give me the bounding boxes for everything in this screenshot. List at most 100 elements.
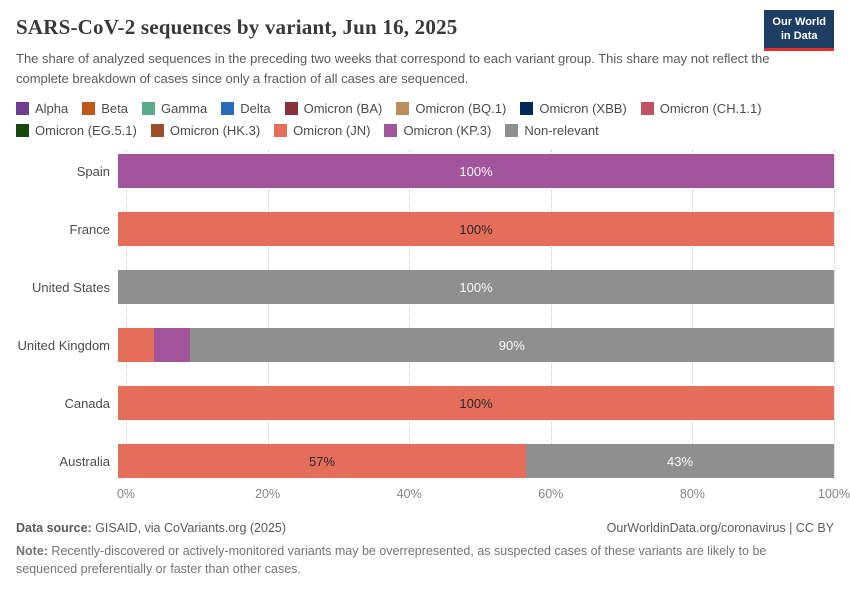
plot: Spain 100% France 100% United States 100% Unit… — [16, 150, 835, 478]
legend-item-omicron-kp-3[interactable]: Omicron (KP.3) — [384, 123, 491, 138]
legend-label: Omicron (XBB) — [539, 101, 627, 116]
legend-swatch-icon — [142, 102, 155, 115]
bar-value-label: 100% — [459, 221, 493, 237]
gridline — [834, 150, 835, 478]
legend-item-omicron-ch-1-1[interactable]: Omicron (CH.1.1) — [640, 101, 762, 116]
chart-note: Note: Recently-discovered or actively-mo… — [16, 542, 796, 578]
bar-segment-non-relevant[interactable]: 43% — [526, 444, 834, 478]
data-source-text: GISAID, via CoVariants.org (2025) — [91, 521, 287, 535]
gridline — [550, 150, 552, 478]
bar-segment-omicron-jn[interactable]: 100% — [118, 386, 834, 420]
legend-item-alpha[interactable]: Alpha — [16, 101, 68, 116]
legend-swatch-icon — [640, 102, 654, 115]
legend-item-gamma[interactable]: Gamma — [142, 101, 207, 116]
legend-label: Omicron (BQ.1) — [415, 101, 507, 116]
owid-logo[interactable]: Our World in Data — [764, 10, 834, 51]
bar-segment-omicron-jn[interactable]: 100% — [118, 212, 834, 246]
legend-item-delta[interactable]: Delta — [221, 101, 271, 116]
logo-line-2: in Data — [780, 30, 818, 43]
gridlines — [126, 150, 835, 478]
bar-value-label: 100% — [459, 279, 493, 295]
country-label: United Kingdom — [17, 337, 111, 353]
legend-label: Beta — [101, 101, 128, 116]
license-link[interactable]: OurWorldinData.org/coronavirus | CC BY — [606, 521, 834, 535]
legend-label: Gamma — [161, 101, 208, 116]
page-title: SARS-CoV-2 sequences by variant, Jun 16,… — [16, 15, 458, 39]
bar-row-united-kingdom: United Kingdom 90% — [16, 328, 834, 362]
bar-rows: Spain 100% France 100% United States 100% Unit… — [16, 154, 834, 478]
legend-label: Alpha — [35, 101, 69, 116]
legend-item-omicron-ba[interactable]: Omicron (BA) — [284, 101, 383, 116]
x-tick-label: 100% — [818, 487, 850, 501]
bar-row-united-states: United States 100% — [16, 270, 834, 304]
x-tick-label: 20% — [255, 487, 281, 501]
country-label: Spain — [76, 163, 110, 179]
header: SARS-CoV-2 sequences by variant, Jun 16,… — [16, 0, 834, 88]
chart-subtitle: The share of analyzed sequences in the p… — [16, 51, 770, 86]
legend: Alpha Beta Gamma Delta Omicron (BA) Omicron (… — [16, 101, 834, 138]
x-tick-label: 60% — [538, 487, 564, 501]
legend-label: Omicron (JN) — [293, 123, 371, 138]
legend-item-non-relevant[interactable]: Non-relevant — [505, 123, 599, 138]
bar-segment-omicron-jn[interactable] — [118, 328, 154, 362]
country-label: Australia — [59, 453, 110, 469]
bar-track: 100% — [118, 154, 834, 188]
gridline — [692, 150, 694, 478]
legend-item-omicron-hk-3[interactable]: Omicron (HK.3) — [150, 123, 261, 138]
bar-row-australia: Australia 57% 43% — [16, 444, 834, 478]
legend-swatch-icon — [284, 102, 298, 115]
x-tick-label: 0% — [116, 487, 136, 501]
bar-value-label: 100% — [459, 395, 493, 411]
gridline — [126, 150, 127, 478]
note-text: Recently-discovered or actively-monitore… — [16, 544, 767, 577]
bar-row-spain: Spain 100% — [16, 154, 834, 188]
legend-swatch-icon — [150, 124, 164, 137]
bar-segment-omicron-kp-3[interactable]: 100% — [118, 154, 834, 188]
bar-segment-omicron-jn[interactable]: 57% — [118, 444, 527, 478]
note-label: Note: — [16, 544, 48, 558]
bar-track: 90% — [118, 328, 834, 362]
x-tick-label: 40% — [396, 487, 422, 501]
legend-item-beta[interactable]: Beta — [82, 101, 128, 116]
legend-swatch-icon — [16, 124, 29, 137]
legend-swatch-icon — [505, 124, 519, 137]
gridline — [409, 150, 411, 478]
legend-swatch-icon — [384, 124, 398, 137]
legend-swatch-icon — [221, 102, 235, 115]
bar-value-label: 90% — [498, 337, 525, 353]
legend-label: Omicron (KP.3) — [403, 123, 492, 138]
data-source-label: Data source: — [16, 521, 92, 535]
legend-label: Non-relevant — [524, 123, 599, 138]
bar-row-canada: Canada 100% — [16, 386, 834, 420]
data-source: Data source: GISAID, via CoVariants.org … — [16, 521, 286, 535]
legend-swatch-icon — [274, 124, 288, 137]
x-axis: 0% 20% 40% 60% 80% 100% — [117, 487, 850, 507]
country-label: France — [69, 221, 110, 237]
bar-track: 100% — [118, 386, 834, 420]
gridline — [267, 150, 269, 478]
legend-item-omicron-xbb[interactable]: Omicron (XBB) — [520, 101, 627, 116]
legend-swatch-icon — [396, 102, 410, 115]
logo-line-1: Our World — [772, 16, 826, 28]
bar-row-france: France 100% — [16, 212, 834, 246]
legend-label: Omicron (BA) — [303, 101, 383, 116]
bar-value-label: 57% — [309, 453, 336, 469]
bar-segment-non-relevant[interactable]: 90% — [189, 328, 834, 362]
legend-item-omicron-jn[interactable]: Omicron (JN) — [274, 123, 370, 138]
bar-value-label: 100% — [459, 163, 493, 179]
legend-item-omicron-bq-1[interactable]: Omicron (BQ.1) — [396, 101, 506, 116]
country-label: United States — [31, 279, 110, 295]
legend-item-omicron-eg-5-1[interactable]: Omicron (EG.5.1) — [16, 123, 137, 138]
country-label: Canada — [64, 395, 110, 411]
bar-segment-omicron-kp-3[interactable] — [153, 328, 190, 362]
legend-label: Delta — [240, 101, 271, 116]
legend-label: Omicron (CH.1.1) — [659, 101, 762, 116]
legend-label: Omicron (HK.3) — [169, 123, 261, 138]
chart-area: Spain 100% France 100% United States 100% Unit… — [16, 150, 850, 507]
x-tick-label: 80% — [679, 487, 705, 501]
bar-track: 57% 43% — [118, 444, 834, 478]
bar-track: 100% — [118, 212, 834, 246]
bar-segment-non-relevant[interactable]: 100% — [118, 270, 834, 304]
legend-swatch-icon — [16, 102, 29, 115]
